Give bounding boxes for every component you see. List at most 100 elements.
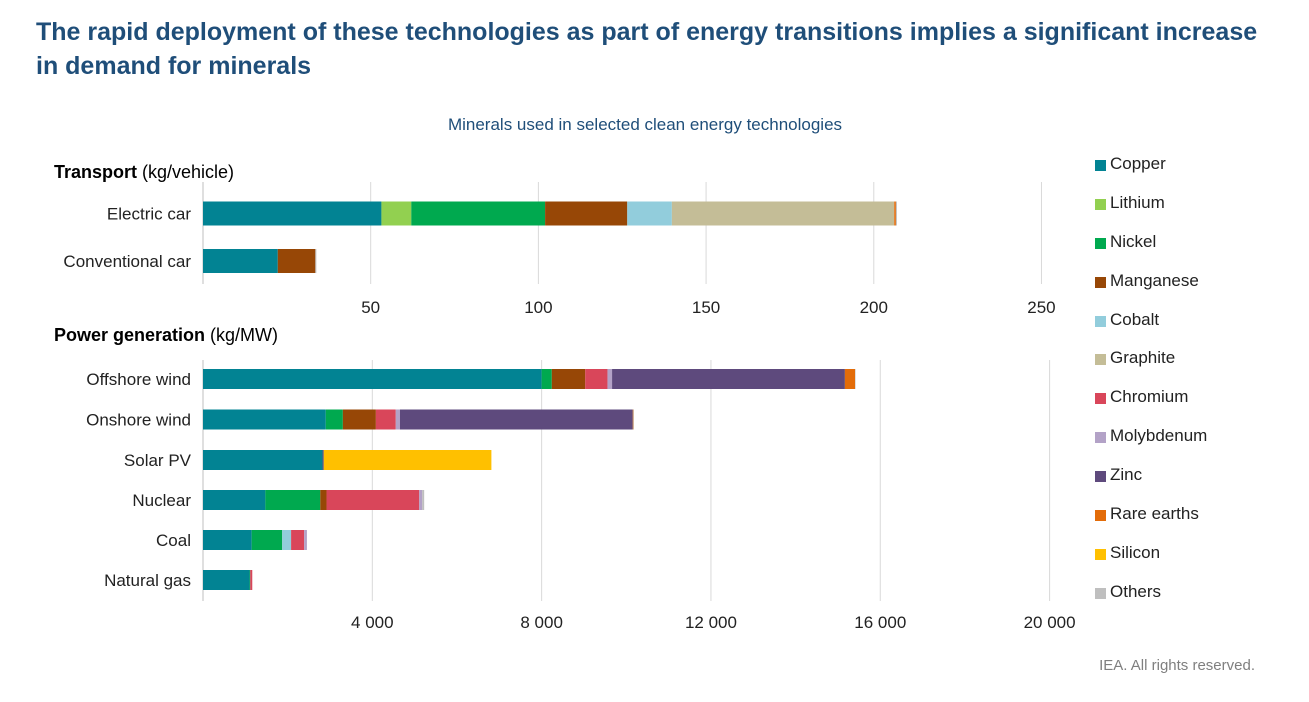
power-bar-segment-molybdenum xyxy=(304,530,307,550)
legend-label: Silicon xyxy=(1110,542,1161,562)
transport-category-label: Conventional car xyxy=(63,252,191,271)
legend-item: Molybdenum xyxy=(1095,426,1207,465)
legend-swatch xyxy=(1095,160,1106,171)
chart-title: Minerals used in selected clean energy t… xyxy=(447,115,843,134)
power-section-label: Power generation (kg/MW) xyxy=(54,325,278,346)
legend-swatch xyxy=(1095,548,1106,560)
headline: The rapid deployment of these technologi… xyxy=(36,18,1258,80)
power-bar-segment-nickel xyxy=(325,409,343,430)
transport-x-tick-label: 50 xyxy=(361,298,380,317)
legend-label: Others xyxy=(1110,581,1162,601)
transport-bar-segment-others xyxy=(315,249,317,273)
transport-section-label: Transport (kg/vehicle) xyxy=(54,162,234,183)
legend-swatch xyxy=(1095,198,1106,210)
legend-swatch xyxy=(1095,276,1106,288)
chart-plot-area: 50 100 150 200 250 Electric car Conventional c… xyxy=(63,182,1076,632)
power-section-label-bold: Power generation xyxy=(54,325,206,345)
transport-bar-segment-graphite xyxy=(671,201,895,226)
power-x-tick-label: 12 000 xyxy=(685,613,737,632)
transport-bar-segment-rare-earths xyxy=(894,201,896,226)
power-bar-segment-copper xyxy=(203,409,326,430)
power-bar-segment-chromium xyxy=(585,369,608,389)
legend-swatch xyxy=(1095,510,1106,522)
legend-label: Graphite xyxy=(1110,348,1176,368)
power-bar-segment-chromium xyxy=(291,530,305,550)
power-bar-segment-chromium xyxy=(250,570,253,590)
power-bar-segment-rare-earths xyxy=(632,409,634,430)
power-category-label: Offshore wind xyxy=(86,370,191,389)
transport-bar-segment-cobalt xyxy=(627,201,672,226)
power-bar-segment-copper xyxy=(203,530,252,550)
power-bar-segment-chromium xyxy=(326,490,420,510)
legend-swatch xyxy=(1095,354,1106,366)
legend-item: Lithium xyxy=(1095,193,1207,232)
transport-bar-segment-lithium xyxy=(381,201,412,226)
power-bar-segment-nickel xyxy=(541,369,552,389)
transport-bar-segment-nickel xyxy=(411,201,546,226)
transport-bar-segment-copper xyxy=(203,249,278,273)
power-category-label: Natural gas xyxy=(104,571,191,590)
legend-item: Rare earths xyxy=(1095,504,1207,543)
transport-bar-segment-manganese xyxy=(277,249,316,273)
legend-label: Molybdenum xyxy=(1110,426,1208,446)
power-bar-segment-nickel xyxy=(249,570,251,590)
legend-swatch xyxy=(1095,237,1106,249)
legend-item: Manganese xyxy=(1095,271,1207,310)
power-bar-segment-molybdenum xyxy=(419,490,423,510)
power-bar-segment-chromium xyxy=(375,409,396,430)
power-bar-segment-others xyxy=(422,490,425,510)
power-x-tick-label: 16 000 xyxy=(854,613,906,632)
legend-item: Copper xyxy=(1095,154,1207,193)
legend-item: Silicon xyxy=(1095,543,1207,582)
power-category-label: Solar PV xyxy=(124,451,192,470)
power-category-label: Coal xyxy=(156,531,191,550)
legend-label: Nickel xyxy=(1110,231,1157,251)
legend-item: Chromium xyxy=(1095,387,1207,426)
legend-swatch xyxy=(1095,471,1106,483)
power-bar-segment-manganese xyxy=(320,490,327,510)
transport-bar-segment-others xyxy=(895,201,897,226)
copyright-footer: IEA. All rights reserved. xyxy=(1099,657,1255,674)
legend-label: Rare earths xyxy=(1110,504,1199,524)
power-bar-segment-others xyxy=(633,409,634,430)
power-x-tick-label: 8 000 xyxy=(520,613,563,632)
transport-section-label-bold: Transport xyxy=(54,162,138,182)
power-bar-segment-manganese xyxy=(342,409,376,430)
power-category-label: Onshore wind xyxy=(86,411,191,430)
transport-section-label-unit: (kg/vehicle) xyxy=(137,162,235,182)
legend-label: Chromium xyxy=(1110,387,1189,407)
power-bar-segment-copper xyxy=(203,570,250,590)
transport-x-tick-label: 100 xyxy=(524,298,552,317)
power-bar-segment-others xyxy=(855,369,856,389)
power-bar-segment-zinc xyxy=(322,450,324,470)
power-section-label-unit: (kg/MW) xyxy=(205,325,279,345)
power-x-tick-label: 20 000 xyxy=(1024,613,1076,632)
transport-bar-segment-manganese xyxy=(545,201,628,226)
transport-category-label: Electric car xyxy=(107,205,191,224)
power-bar-segment-cobalt xyxy=(282,530,292,550)
legend-item: Others xyxy=(1095,582,1207,621)
transport-x-tick-label: 200 xyxy=(860,298,888,317)
legend-label: Manganese xyxy=(1110,270,1199,290)
transport-bar-segment-copper xyxy=(203,201,382,226)
legend-item: Nickel xyxy=(1095,232,1207,271)
legend-swatch xyxy=(1095,432,1106,444)
legend-swatch xyxy=(1095,587,1106,599)
power-bar-segment-nickel xyxy=(251,530,283,550)
power-bar-segment-silicon xyxy=(323,450,492,470)
legend-label: Lithium xyxy=(1110,192,1165,212)
legend-item: Graphite xyxy=(1095,348,1207,387)
legend-item: Zinc xyxy=(1095,465,1207,504)
power-x-tick-label: 4 000 xyxy=(351,613,394,632)
power-bar-segment-molybdenum xyxy=(395,409,400,430)
power-category-label: Nuclear xyxy=(132,491,191,510)
power-bar-segment-manganese xyxy=(551,369,586,389)
transport-x-tick-label: 150 xyxy=(692,298,720,317)
legend-label: Copper xyxy=(1110,154,1166,173)
power-bar-segment-rare-earths xyxy=(844,369,856,389)
legend-label: Zinc xyxy=(1110,465,1143,485)
power-bar-segment-copper xyxy=(203,450,323,470)
power-bar-segment-molybdenum xyxy=(607,369,613,389)
legend: Copper Lithium Nickel Manganese Cobalt Graphi… xyxy=(1095,154,1207,621)
legend-swatch xyxy=(1095,393,1106,405)
